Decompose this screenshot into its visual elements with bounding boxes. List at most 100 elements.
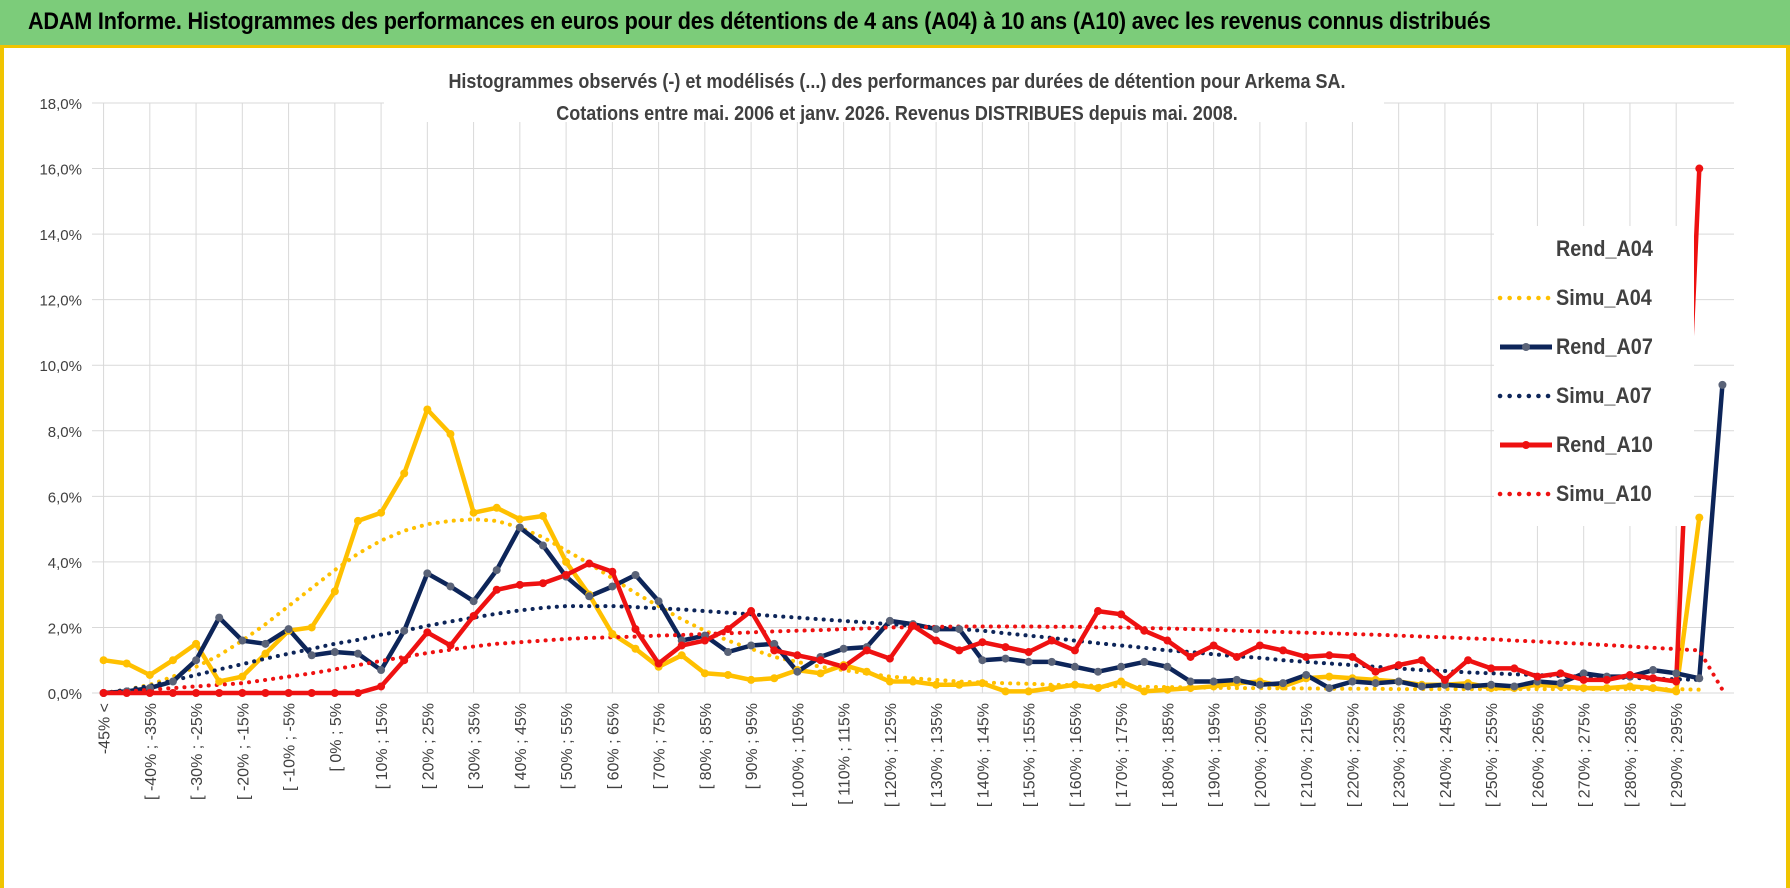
y-tick-label: 10,0% — [39, 358, 82, 375]
point-rend-a07 — [261, 639, 270, 648]
point-rend-a07 — [1232, 675, 1241, 684]
point-rend-a10 — [885, 654, 894, 663]
point-rend-a04 — [469, 508, 478, 517]
point-rend-a10 — [1047, 636, 1056, 645]
point-rend-a07 — [423, 569, 432, 578]
y-tick-label: 16,0% — [39, 162, 82, 179]
point-rend-a04 — [677, 651, 686, 660]
point-rend-a07 — [1163, 662, 1172, 671]
point-rend-a10 — [446, 641, 455, 650]
point-rend-a07 — [1649, 666, 1658, 675]
point-rend-a10 — [423, 628, 432, 637]
x-tick-label: [ 20% ; 25% — [420, 703, 437, 789]
point-rend-a04 — [1579, 684, 1588, 693]
point-rend-a10 — [1417, 656, 1426, 665]
point-rend-a10 — [1325, 651, 1334, 660]
point-rend-a04 — [1094, 684, 1103, 693]
gridlines — [92, 102, 1734, 694]
point-rend-a04 — [909, 677, 917, 686]
y-axis: 0,0% 2,0% 4,0% 6,0% 8,0% 10,0% 12,0% 14,0% 16,0%… — [39, 96, 82, 703]
point-rend-a04 — [377, 508, 386, 517]
x-tick-label: [ 220% ; 225% — [1345, 703, 1362, 807]
series-line-rend-a04 — [103, 407, 1702, 694]
point-rend-a04 — [122, 659, 131, 668]
point-rend-a10 — [1001, 643, 1010, 652]
legend-swatch-simu-a04 — [1497, 295, 1554, 301]
point-rend-a10 — [515, 580, 524, 589]
point-rend-a07 — [723, 648, 732, 657]
point-rend-a07 — [885, 616, 894, 625]
point-rend-a04 — [1163, 685, 1172, 694]
point-rend-a07 — [839, 644, 848, 653]
point-rend-a07 — [1579, 669, 1588, 678]
point-rend-a04 — [1186, 684, 1195, 693]
x-tick-label: [ -10% ; -5% — [282, 703, 299, 791]
point-rend-a10 — [330, 689, 339, 697]
point-rend-a10 — [492, 585, 501, 594]
point-rend-a04 — [353, 516, 362, 525]
point-rend-a04 — [1672, 687, 1681, 696]
point-rend-a10 — [99, 689, 108, 697]
point-rend-a10 — [1649, 674, 1658, 683]
legend-item-simu-a07: Simu_A07 — [1494, 381, 1694, 411]
point-rend-a04 — [1625, 682, 1634, 691]
point-rend-a07 — [1094, 667, 1103, 676]
point-rend-a07 — [1024, 657, 1033, 666]
point-rend-a10 — [585, 559, 594, 568]
point-rend-a04 — [770, 674, 779, 683]
x-tick-label: [ 50% ; 55% — [559, 703, 576, 789]
point-rend-a04 — [261, 649, 270, 658]
point-rend-a07 — [1279, 679, 1288, 688]
point-rend-a10 — [1024, 648, 1033, 657]
point-rend-a04 — [747, 675, 756, 684]
point-rend-a07 — [492, 566, 501, 575]
point-rend-a04 — [330, 587, 339, 596]
point-rend-a10 — [1232, 652, 1241, 661]
x-tick-label: [ 280% ; 285% — [1623, 703, 1640, 807]
chart-frame: 0,0% 2,0% 4,0% 6,0% 8,0% 10,0% 12,0% 14,0% 16,0%… — [0, 48, 1790, 888]
point-rend-a10 — [1209, 641, 1218, 650]
point-rend-a10 — [1533, 672, 1542, 681]
point-rend-a10 — [723, 625, 732, 634]
y-tick-label: 8,0% — [48, 424, 82, 441]
point-rend-a10 — [377, 682, 386, 691]
point-rend-a10 — [1348, 652, 1357, 661]
point-rend-a10 — [122, 689, 131, 697]
legend-item-rend-a10: Rend_A10 — [1494, 430, 1694, 460]
x-tick-label: [ 160% ; 165% — [1068, 703, 1085, 807]
x-tick-label: [ 140% ; 145% — [975, 703, 992, 807]
point-rend-a10 — [747, 607, 756, 616]
point-rend-a07 — [1070, 662, 1079, 671]
point-rend-a10 — [307, 689, 316, 697]
point-rend-a10 — [215, 689, 224, 697]
point-rend-a07 — [1672, 669, 1681, 678]
point-rend-a04 — [1140, 687, 1149, 696]
point-rend-a07 — [353, 649, 362, 658]
point-rend-a07 — [1325, 684, 1334, 693]
point-rend-a04 — [608, 630, 617, 638]
y-tick-label: 14,0% — [39, 227, 82, 244]
legend-swatch-simu-a07 — [1497, 393, 1554, 399]
point-rend-a10 — [192, 689, 201, 697]
point-rend-a10 — [1579, 675, 1588, 684]
chart-title-background — [384, 60, 1384, 122]
point-rend-a10 — [400, 656, 409, 665]
point-rend-a10 — [932, 636, 941, 645]
point-rend-a10 — [770, 646, 779, 655]
point-rend-a07 — [377, 666, 386, 675]
point-rend-a10 — [284, 689, 293, 697]
point-rend-a07 — [1510, 682, 1519, 691]
point-rend-a10 — [700, 636, 709, 645]
x-tick-label: [ 80% ; 85% — [698, 703, 715, 789]
legend-item-simu-a10: Simu_A10 — [1494, 479, 1694, 509]
x-tick-label: [ -40% ; -35% — [143, 703, 160, 800]
point-rend-a10 — [1279, 646, 1288, 655]
point-rend-a07 — [1209, 677, 1218, 686]
point-rend-a04 — [1695, 513, 1704, 522]
point-rend-a04 — [978, 679, 987, 688]
x-tick-label: [ 90% ; 95% — [744, 703, 761, 789]
point-rend-a04 — [145, 670, 154, 679]
point-rend-a07 — [192, 656, 201, 665]
point-rend-a07 — [469, 597, 478, 606]
chart-title-line-2: Cotations entre mai. 2006 et janv. 2026.… — [556, 103, 1238, 125]
